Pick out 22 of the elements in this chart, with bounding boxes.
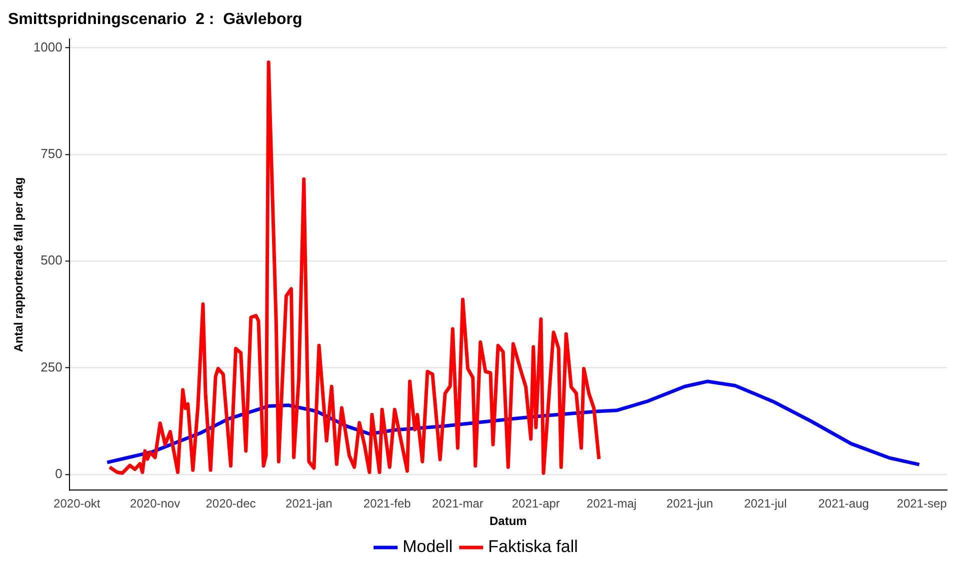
x-tick-label: 2021-aug <box>818 496 869 511</box>
y-axis-title: Antal rapporterade fall per dag <box>12 177 26 352</box>
y-tick-label: 250 <box>40 359 62 374</box>
legend-label: Modell <box>402 537 453 556</box>
y-tick-label: 500 <box>40 252 62 268</box>
x-tick-label: 2021-feb <box>363 496 412 511</box>
x-tick-label: 2021-mar <box>432 496 484 511</box>
legend-label: Faktiska fall <box>488 537 578 556</box>
x-tick-label: 2021-jun <box>666 496 714 511</box>
x-tick-label: 2021-apr <box>512 496 560 511</box>
y-tick-label: 1000 <box>33 39 62 54</box>
x-tick-label: 2021-maj <box>586 496 637 511</box>
chart-title: Smittspridningscenario 2 : Gävleborg <box>8 11 302 28</box>
x-tick-label: 2020-dec <box>206 496 256 511</box>
x-tick-label: 2020-okt <box>54 496 101 511</box>
y-tick-label: 750 <box>40 146 62 161</box>
y-tick-label: 0 <box>55 466 62 481</box>
x-axis-title: Datum <box>489 514 527 528</box>
x-tick-label: 2021-sep <box>896 496 948 511</box>
x-tick-label: 2021-jan <box>286 496 332 511</box>
x-tick-label: 2021-jul <box>744 496 787 511</box>
x-tick-label: 2020-nov <box>130 496 180 511</box>
